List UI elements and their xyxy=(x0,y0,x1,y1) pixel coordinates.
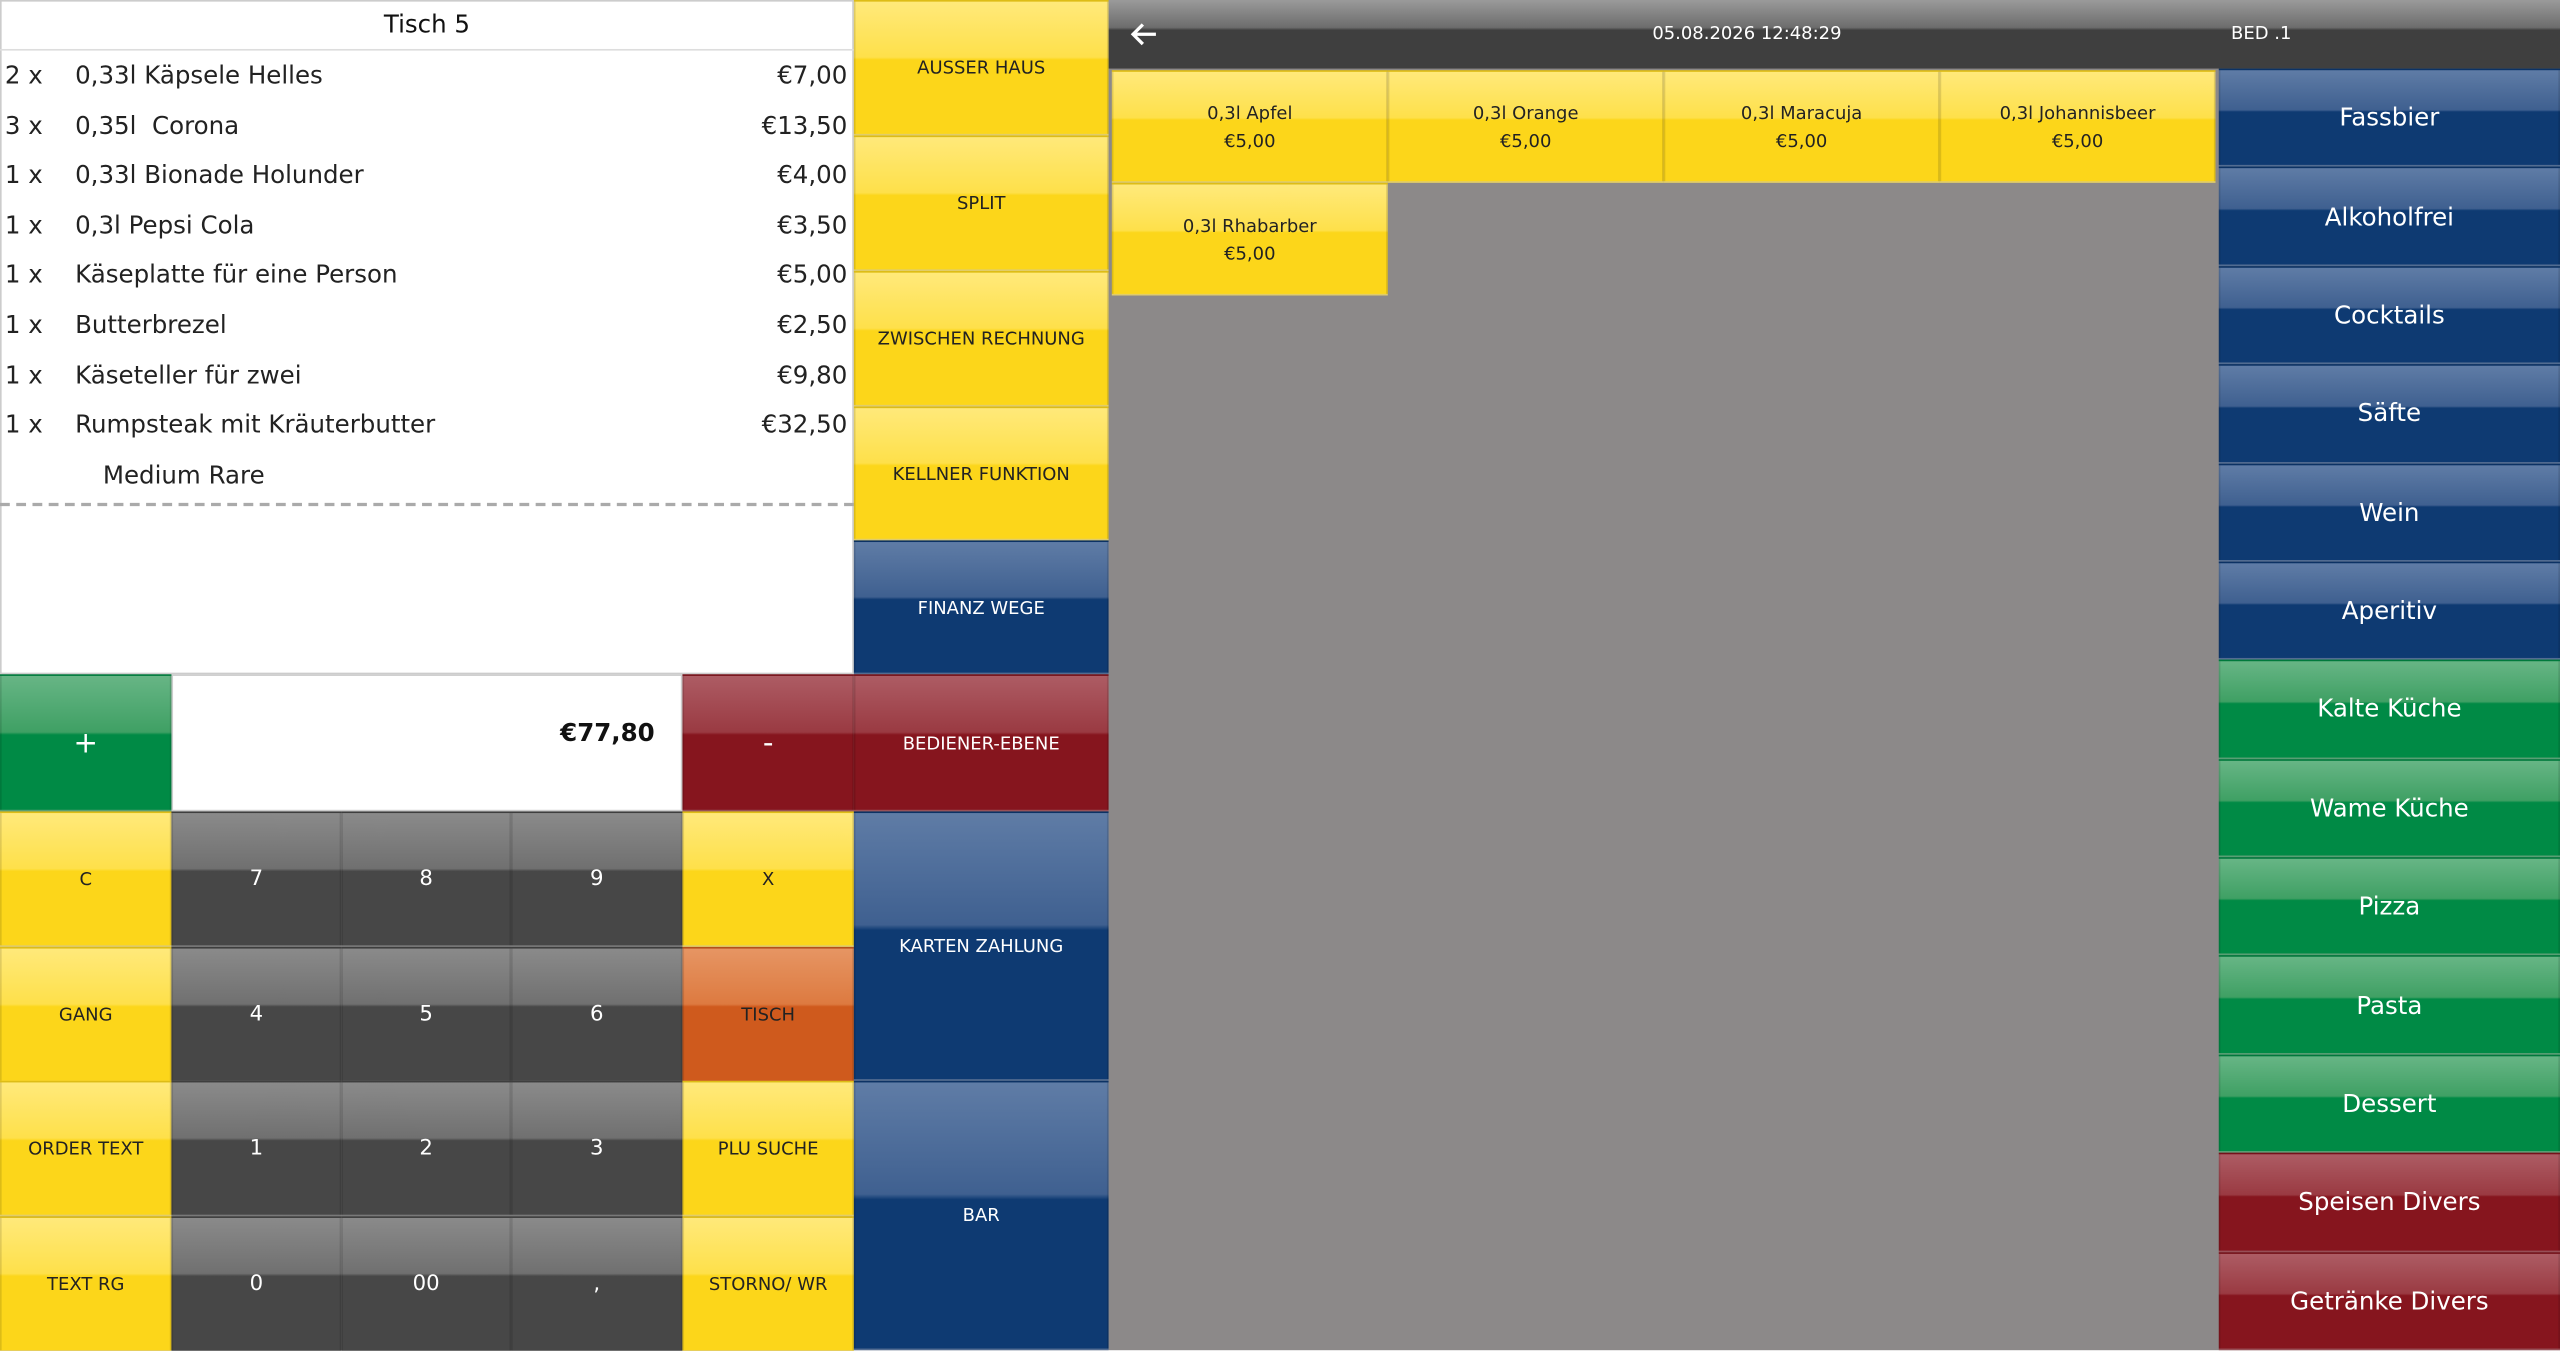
product-price: €5,00 xyxy=(1224,242,1276,264)
function-button[interactable]: KARTEN ZAHLUNG xyxy=(853,811,1109,1081)
product-button[interactable]: 0,3l Rhabarber €5,00 xyxy=(1111,182,1388,296)
item-qty: 3 x xyxy=(4,110,43,140)
header-datetime: 05.08.2026 12:48:29 xyxy=(1652,22,1842,45)
receipt-panel xyxy=(0,0,854,675)
product-price: €5,00 xyxy=(1224,129,1276,152)
item-qty: 1 x xyxy=(4,160,43,190)
product-button[interactable]: 0,3l Maracuja €5,00 xyxy=(1663,70,1940,183)
category-button[interactable]: Aperitiv xyxy=(2218,561,2560,661)
keypad-key[interactable]: GANG xyxy=(0,946,172,1082)
item-qty: 1 x xyxy=(4,410,43,440)
keypad-key[interactable]: TEXT RG xyxy=(0,1215,172,1351)
receipt-divider xyxy=(0,502,854,507)
item-qty: 1 x xyxy=(4,260,43,290)
product-button[interactable]: 0,3l Apfel €5,00 xyxy=(1111,70,1388,183)
item-price: €32,50 xyxy=(761,410,848,440)
item-name: 0,35l Corona xyxy=(75,110,240,140)
item-price: €7,00 xyxy=(777,60,848,90)
category-button[interactable]: Getränke Divers xyxy=(2218,1251,2560,1351)
header-user: BED .1 xyxy=(2231,22,2292,45)
keypad-key[interactable]: 3 xyxy=(511,1080,683,1217)
item-name: 0,33l Bionade Holunder xyxy=(75,160,364,190)
item-name: Butterbrezel xyxy=(75,310,227,340)
category-button[interactable]: Säfte xyxy=(2218,364,2560,463)
total-display: €77,80 xyxy=(171,674,683,812)
function-button[interactable]: SPLIT xyxy=(853,135,1109,272)
function-button[interactable]: AUSSER HAUS xyxy=(853,0,1109,136)
keypad-key[interactable]: 6 xyxy=(511,946,683,1082)
back-arrow[interactable] xyxy=(1130,20,1159,49)
item-name: Käseplatte für eine Person xyxy=(75,260,398,290)
keypad-key[interactable]: ORDER TEXT xyxy=(0,1080,172,1217)
item-price: €4,00 xyxy=(777,160,848,190)
keypad-key[interactable]: 2 xyxy=(341,1080,512,1217)
function-button[interactable]: BEDIENER-EBENE xyxy=(853,674,1109,812)
item-name: 0,3l Pepsi Cola xyxy=(75,210,255,240)
item-name: 0,33l Käpsele Helles xyxy=(75,60,323,90)
function-button[interactable]: KELLNER FUNKTION xyxy=(853,406,1109,541)
item-name: Käseteller für zwei xyxy=(75,360,302,390)
keypad-key[interactable]: 8 xyxy=(341,811,512,947)
keypad-key[interactable]: TISCH xyxy=(682,946,854,1082)
item-name: Rumpsteak mit Kräuterbutter xyxy=(75,410,436,440)
function-button[interactable]: FINANZ WEGE xyxy=(853,540,1109,675)
keypad-key[interactable]: 5 xyxy=(341,946,512,1082)
category-button[interactable]: Pizza xyxy=(2218,857,2560,956)
product-price: €5,00 xyxy=(1499,129,1552,152)
header-bar xyxy=(1108,0,2560,69)
plus-button[interactable]: + xyxy=(0,674,172,812)
item-qty: 1 x xyxy=(4,360,43,390)
product-price: €5,00 xyxy=(1775,129,1828,152)
keypad-key[interactable]: , xyxy=(511,1215,683,1351)
product-button[interactable]: 0,3l Johannisbeer €5,00 xyxy=(1939,70,2216,183)
category-button[interactable]: Cocktails xyxy=(2218,265,2560,365)
item-price: €5,00 xyxy=(777,260,848,290)
product-price: €5,00 xyxy=(2051,129,2104,152)
keypad-key[interactable]: X xyxy=(682,811,854,947)
keypad-key[interactable]: 9 xyxy=(511,811,683,947)
function-button[interactable]: ZWISCHEN RECHNUNG xyxy=(853,271,1109,407)
category-button[interactable]: Fassbier xyxy=(2218,68,2560,168)
category-button[interactable]: Pasta xyxy=(2218,955,2560,1055)
function-button[interactable]: BAR xyxy=(853,1080,1109,1351)
item-price: €3,50 xyxy=(777,210,848,240)
keypad-key[interactable]: 00 xyxy=(341,1215,512,1351)
item-qty: 1 x xyxy=(4,310,43,340)
category-button[interactable]: Wein xyxy=(2218,462,2560,562)
product-button[interactable]: 0,3l Orange €5,00 xyxy=(1387,70,1664,183)
product-name: 0,3l Apfel xyxy=(1207,102,1293,124)
item-price: €13,50 xyxy=(761,110,848,140)
product-name: 0,3l Johannisbeer xyxy=(1999,102,2156,124)
keypad-key[interactable]: 4 xyxy=(171,946,342,1082)
category-button[interactable]: Alkoholfrei xyxy=(2218,167,2560,266)
item-qty: 1 x xyxy=(4,210,43,240)
item-price: €9,80 xyxy=(777,360,848,390)
keypad-key[interactable]: PLU SUCHE xyxy=(682,1080,854,1217)
keypad-key[interactable]: 1 xyxy=(171,1080,342,1217)
category-button[interactable]: Kalte Küche xyxy=(2218,660,2560,759)
keypad-key[interactable]: STORNO/ WR xyxy=(682,1215,854,1351)
product-name: 0,3l Rhabarber xyxy=(1182,214,1317,236)
item-qty: 2 x xyxy=(4,60,43,90)
keypad-key[interactable]: 7 xyxy=(171,811,342,947)
minus-button[interactable]: - xyxy=(682,674,854,812)
category-button[interactable]: Wame Küche xyxy=(2218,758,2560,858)
category-button[interactable]: Speisen Divers xyxy=(2218,1153,2560,1252)
item-price: €2,50 xyxy=(777,310,848,340)
receipt-title: Tisch 5 xyxy=(0,0,854,51)
product-name: 0,3l Maracuja xyxy=(1740,102,1863,124)
product-name: 0,3l Orange xyxy=(1472,102,1579,124)
keypad-key[interactable]: 0 xyxy=(171,1215,342,1351)
category-button[interactable]: Dessert xyxy=(2218,1054,2560,1154)
item-note: Medium Rare xyxy=(102,460,265,490)
keypad-key[interactable]: C xyxy=(0,811,172,947)
